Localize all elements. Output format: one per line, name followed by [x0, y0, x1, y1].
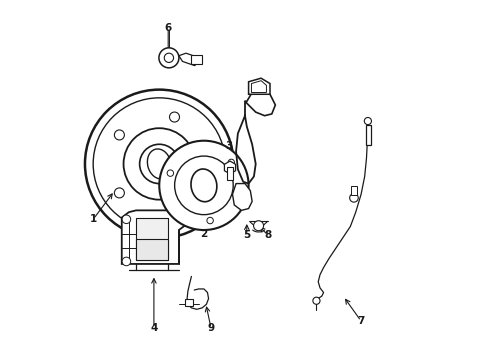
- Circle shape: [122, 257, 131, 266]
- Circle shape: [159, 141, 248, 230]
- Bar: [227, 167, 233, 180]
- Bar: [192, 55, 202, 64]
- Text: 7: 7: [357, 316, 365, 326]
- Circle shape: [164, 53, 173, 63]
- Circle shape: [114, 188, 124, 198]
- Polygon shape: [122, 210, 186, 264]
- Text: 5: 5: [243, 230, 250, 240]
- Circle shape: [114, 130, 124, 140]
- Circle shape: [170, 112, 179, 122]
- Circle shape: [228, 159, 235, 166]
- Circle shape: [207, 217, 213, 224]
- Text: 8: 8: [265, 230, 272, 240]
- Circle shape: [350, 194, 358, 202]
- Circle shape: [122, 215, 131, 224]
- Bar: [366, 125, 371, 145]
- Circle shape: [159, 48, 179, 68]
- Bar: [185, 298, 193, 306]
- Polygon shape: [232, 184, 252, 210]
- Text: 2: 2: [200, 229, 208, 239]
- Text: 3: 3: [225, 141, 233, 151]
- Polygon shape: [224, 161, 236, 174]
- Circle shape: [167, 170, 173, 176]
- Polygon shape: [251, 81, 267, 93]
- Bar: [351, 186, 357, 195]
- Polygon shape: [245, 91, 275, 116]
- Polygon shape: [248, 78, 270, 94]
- Text: 1: 1: [90, 214, 97, 224]
- Circle shape: [174, 156, 233, 215]
- Text: 9: 9: [207, 323, 215, 333]
- Circle shape: [313, 297, 320, 304]
- Ellipse shape: [191, 169, 217, 202]
- Circle shape: [93, 98, 225, 230]
- Circle shape: [253, 221, 264, 231]
- Ellipse shape: [147, 149, 171, 179]
- Text: 4: 4: [150, 323, 158, 333]
- Circle shape: [364, 117, 371, 125]
- Circle shape: [123, 128, 195, 200]
- Circle shape: [140, 144, 179, 184]
- Bar: [136, 217, 168, 260]
- Circle shape: [85, 90, 234, 238]
- Circle shape: [203, 159, 214, 169]
- Circle shape: [170, 206, 179, 216]
- Bar: [136, 239, 168, 260]
- Polygon shape: [179, 53, 197, 66]
- Text: 6: 6: [165, 23, 172, 33]
